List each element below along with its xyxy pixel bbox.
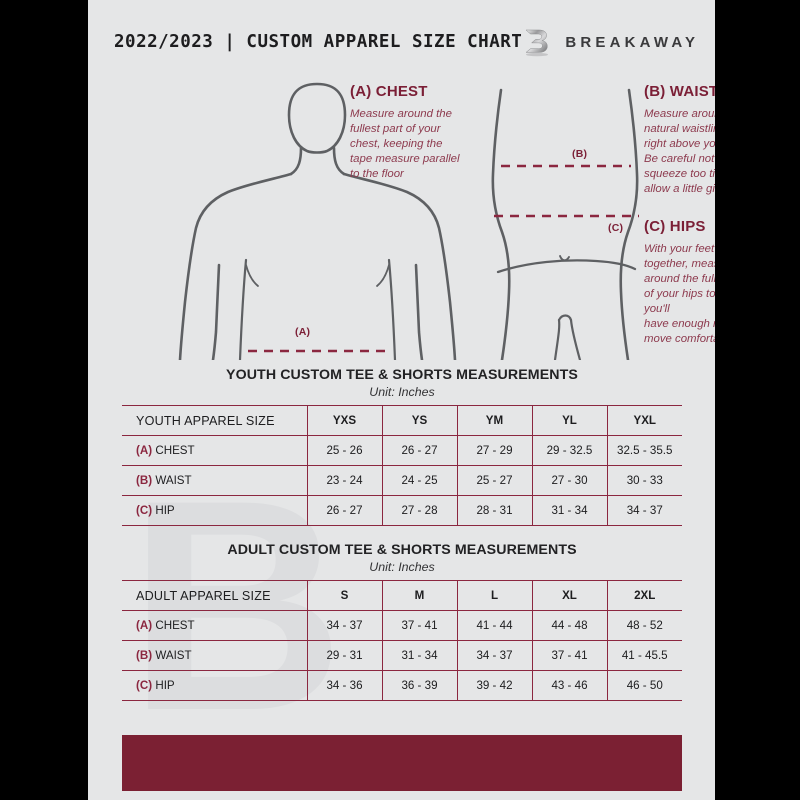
adult-header-row: ADULT APPAREL SIZE S M L XL 2XL xyxy=(122,580,682,611)
adult-measurement-cell: 34 - 37 xyxy=(457,640,533,671)
hips-marker-label: (C) xyxy=(608,222,624,234)
youth-row-label: (C) HIP xyxy=(122,495,308,526)
youth-row-label: (A) CHEST xyxy=(122,435,308,466)
adult-measurement-cell: 48 - 52 xyxy=(607,610,682,641)
chest-instruction-body: Measure around the fullest part of your … xyxy=(350,108,460,181)
youth-row-label: (B) WAIST xyxy=(122,465,308,496)
adult-size-table: ADULT APPAREL SIZE S M L XL 2XL (A) CHEST 34 - … xyxy=(122,580,682,701)
adult-measurement-cell: 31 - 34 xyxy=(382,640,458,671)
hips-instruction-title: (C) HIPS xyxy=(644,218,706,235)
brand-name: BREAKAWAY xyxy=(565,33,700,51)
waist-instruction-title: (B) WAIST xyxy=(644,83,715,100)
measurement-diagram: (A) (B) (C) (A) CHEST Measure around the… xyxy=(88,70,715,360)
youth-measurement-cell: 32.5 - 35.5 xyxy=(607,435,682,466)
table-row: (A) CHEST 25 - 26 26 - 27 27 - 29 29 - 32.5 3… xyxy=(122,435,682,466)
table-row: (C) HIP 34 - 36 36 - 39 39 - 42 43 - 46 46 - … xyxy=(122,670,682,701)
youth-measurement-cell: 27 - 29 xyxy=(457,435,533,466)
adult-row-label: (B) WAIST xyxy=(122,640,308,671)
youth-measurement-cell: 26 - 27 xyxy=(382,435,458,466)
chest-marker-label: (A) xyxy=(295,326,311,338)
breakaway-b-mark-icon xyxy=(525,29,549,57)
youth-measurement-cell: 27 - 28 xyxy=(382,495,458,526)
adult-measurement-cell: 41 - 44 xyxy=(457,610,533,641)
adult-column-header: XL xyxy=(532,580,608,611)
adult-table-unit: Unit: Inches xyxy=(369,560,435,574)
page-title: 2022/2023 | CUSTOM APPAREL SIZE CHART xyxy=(114,32,523,52)
adult-column-header: 2XL xyxy=(607,580,682,611)
adult-measurement-cell: 43 - 46 xyxy=(532,670,608,701)
adult-column-header: M xyxy=(382,580,458,611)
youth-column-header: YS xyxy=(382,405,458,436)
adult-table-title: ADULT CUSTOM TEE & SHORTS MEASUREMENTS xyxy=(227,542,577,558)
row-tag: (A) xyxy=(136,444,153,457)
youth-table-unit: Unit: Inches xyxy=(369,385,435,399)
youth-measurement-cell: 28 - 31 xyxy=(457,495,533,526)
chest-instruction-title: (A) CHEST xyxy=(350,83,428,100)
adult-row-label: (C) HIP xyxy=(122,670,308,701)
size-chart-page: B 2022/2023 | CUSTOM APPAREL SIZE CHART … xyxy=(88,0,715,800)
adult-measurement-cell: 41 - 45.5 xyxy=(607,640,682,671)
row-tag: (B) xyxy=(136,649,153,662)
adult-size-section: ADULT CUSTOM TEE & SHORTS MEASUREMENTS U… xyxy=(122,542,682,701)
youth-column-header: YM xyxy=(457,405,533,436)
youth-size-section: YOUTH CUSTOM TEE & SHORTS MEASUREMENTS U… xyxy=(122,367,682,526)
adult-column-header: ADULT APPAREL SIZE xyxy=(122,580,308,611)
adult-measurement-cell: 29 - 31 xyxy=(307,640,383,671)
adult-measurement-cell: 39 - 42 xyxy=(457,670,533,701)
youth-measurement-cell: 31 - 34 xyxy=(532,495,608,526)
table-row: (A) CHEST 34 - 37 37 - 41 41 - 44 44 - 48 48 … xyxy=(122,610,682,641)
youth-column-header: YOUTH APPAREL SIZE xyxy=(122,405,308,436)
youth-measurement-cell: 24 - 25 xyxy=(382,465,458,496)
row-tag: (C) xyxy=(136,504,153,517)
table-row: (B) WAIST 29 - 31 31 - 34 34 - 37 37 - 41 41 … xyxy=(122,640,682,671)
youth-header-row: YOUTH APPAREL SIZE YXS YS YM YL YXL xyxy=(122,405,682,436)
page-header: 2022/2023 | CUSTOM APPAREL SIZE CHART BR… xyxy=(88,22,715,62)
adult-measurement-cell: 36 - 39 xyxy=(382,670,458,701)
youth-measurement-cell: 30 - 33 xyxy=(607,465,682,496)
youth-measurement-cell: 34 - 37 xyxy=(607,495,682,526)
waist-instruction-body: Measure around your natural waistline – … xyxy=(644,108,715,196)
youth-column-header: YXL xyxy=(607,405,682,436)
footer-bar xyxy=(122,735,682,791)
table-row: (C) HIP 26 - 27 27 - 28 28 - 31 31 - 34 34 - … xyxy=(122,495,682,526)
adult-measurement-cell: 34 - 37 xyxy=(307,610,383,641)
youth-measurement-cell: 29 - 32.5 xyxy=(532,435,608,466)
adult-measurement-cell: 46 - 50 xyxy=(607,670,682,701)
youth-measurement-cell: 26 - 27 xyxy=(307,495,383,526)
youth-column-header: YXS xyxy=(307,405,383,436)
adult-column-header: L xyxy=(457,580,533,611)
youth-column-header: YL xyxy=(532,405,608,436)
row-tag: (A) xyxy=(136,619,153,632)
adult-measurement-cell: 37 - 41 xyxy=(382,610,458,641)
brand-logo: BREAKAWAY xyxy=(522,26,699,58)
youth-measurement-cell: 23 - 24 xyxy=(307,465,383,496)
adult-measurement-cell: 34 - 36 xyxy=(307,670,383,701)
adult-column-header: S xyxy=(307,580,383,611)
youth-size-table: YOUTH APPAREL SIZE YXS YS YM YL YXL (A) CHEST 2… xyxy=(122,405,682,526)
hips-instruction-body: With your feet together, measure around … xyxy=(644,243,715,346)
adult-row-label: (A) CHEST xyxy=(122,610,308,641)
youth-measurement-cell: 25 - 27 xyxy=(457,465,533,496)
youth-measurement-cell: 27 - 30 xyxy=(532,465,608,496)
hips-instruction-block: (C) HIPS With your feet together, measur… xyxy=(644,218,715,347)
adult-measurement-cell: 44 - 48 xyxy=(532,610,608,641)
adult-measurement-cell: 37 - 41 xyxy=(532,640,608,671)
row-tag: (B) xyxy=(136,474,153,487)
body-figures-illustration xyxy=(178,82,639,360)
youth-measurement-cell: 25 - 26 xyxy=(307,435,383,466)
waist-instruction-block: (B) WAIST Measure around your natural wa… xyxy=(644,83,715,197)
chest-instruction-block: (A) CHEST Measure around the fullest par… xyxy=(350,83,490,182)
waist-marker-label: (B) xyxy=(572,148,588,160)
table-row: (B) WAIST 23 - 24 24 - 25 25 - 27 27 - 30 30 … xyxy=(122,465,682,496)
youth-table-title: YOUTH CUSTOM TEE & SHORTS MEASUREMENTS xyxy=(226,367,578,383)
row-tag: (C) xyxy=(136,679,153,692)
